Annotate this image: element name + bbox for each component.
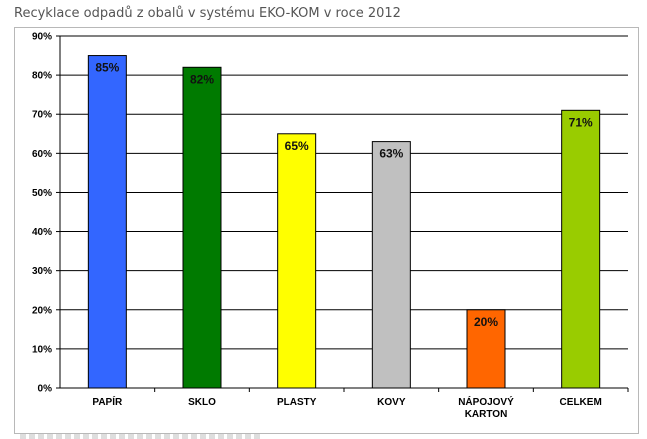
x-category-label: PAPÍR bbox=[92, 395, 123, 408]
footer-caption-strip bbox=[20, 434, 260, 439]
axes bbox=[56, 35, 629, 392]
x-category-label: PLASTY bbox=[277, 397, 317, 408]
y-tick-label: 50% bbox=[32, 188, 52, 199]
x-category-label: KARTON bbox=[465, 409, 508, 420]
bar bbox=[182, 66, 222, 389]
x-category-label: SKLO bbox=[188, 397, 216, 408]
y-tick-label: 30% bbox=[32, 266, 52, 277]
y-tick-label: 80% bbox=[32, 71, 52, 82]
gridlines bbox=[60, 35, 628, 350]
data-label: 65% bbox=[285, 139, 309, 153]
y-tick-label: 70% bbox=[32, 110, 52, 121]
bar bbox=[371, 141, 411, 389]
y-tick-label: 20% bbox=[32, 305, 52, 316]
bar bbox=[277, 133, 317, 389]
y-tick-labels: 0% 10% 20% 30% 40% 50% 60% 70% 80% 90% bbox=[32, 32, 52, 395]
y-tick-label: 60% bbox=[32, 149, 52, 160]
x-category-label: NÁPOJOVÝ bbox=[458, 395, 514, 408]
y-tick-label: 40% bbox=[32, 227, 52, 238]
bar bbox=[87, 55, 127, 389]
bar bbox=[561, 109, 601, 389]
y-tick-label: 10% bbox=[32, 344, 52, 355]
y-tick-label: 90% bbox=[32, 32, 52, 43]
bar bbox=[466, 309, 506, 389]
x-category-label: CELKEM bbox=[560, 397, 602, 408]
data-label: 63% bbox=[379, 147, 403, 161]
page-title: Recyklace odpadů z obalů v systému EKO-K… bbox=[14, 6, 401, 21]
y-tick-label: 0% bbox=[38, 384, 53, 395]
data-label: 71% bbox=[569, 115, 593, 129]
data-labels: 85% 82% 65% 63% 20% 71% bbox=[95, 61, 593, 329]
data-label: 20% bbox=[474, 315, 498, 329]
bars bbox=[87, 55, 601, 389]
data-label: 82% bbox=[190, 72, 214, 86]
data-label: 85% bbox=[95, 61, 119, 75]
x-category-label: KOVY bbox=[377, 397, 406, 408]
